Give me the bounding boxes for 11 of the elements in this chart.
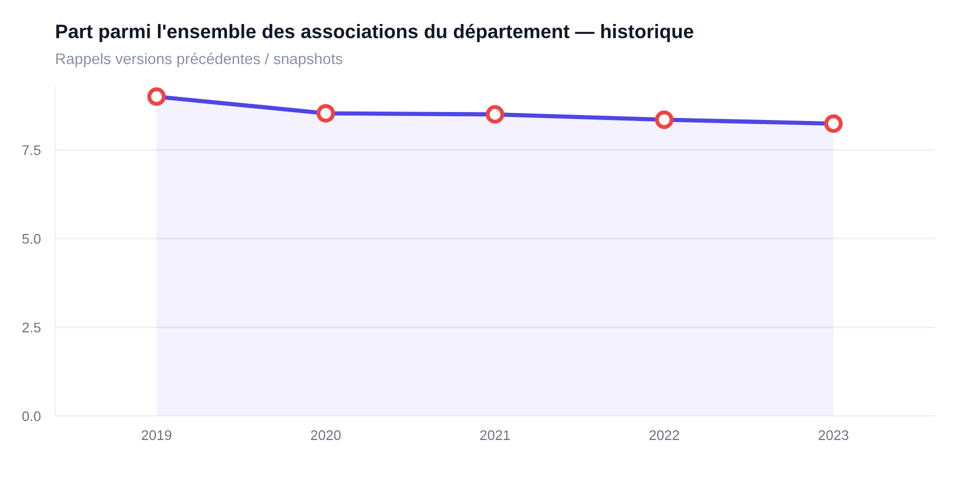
x-tick-label: 2023 [818, 430, 848, 440]
x-tick-label: 2021 [480, 430, 510, 440]
x-tick-label: 2019 [142, 430, 172, 440]
x-tick-label: 2020 [311, 430, 341, 440]
x-tick-label: 2022 [649, 430, 679, 440]
y-tick-label: 5.0 [22, 234, 41, 244]
y-tick-label: 2.5 [22, 322, 41, 332]
y-tick-label: 0.0 [22, 411, 41, 422]
y-tick-label: 7.5 [22, 145, 41, 156]
chart-subtitle: Rappels versions précédentes / snapshots [56, 52, 342, 68]
chart-title: Part parmi l'ensemble des associations du département — historique [56, 24, 694, 42]
